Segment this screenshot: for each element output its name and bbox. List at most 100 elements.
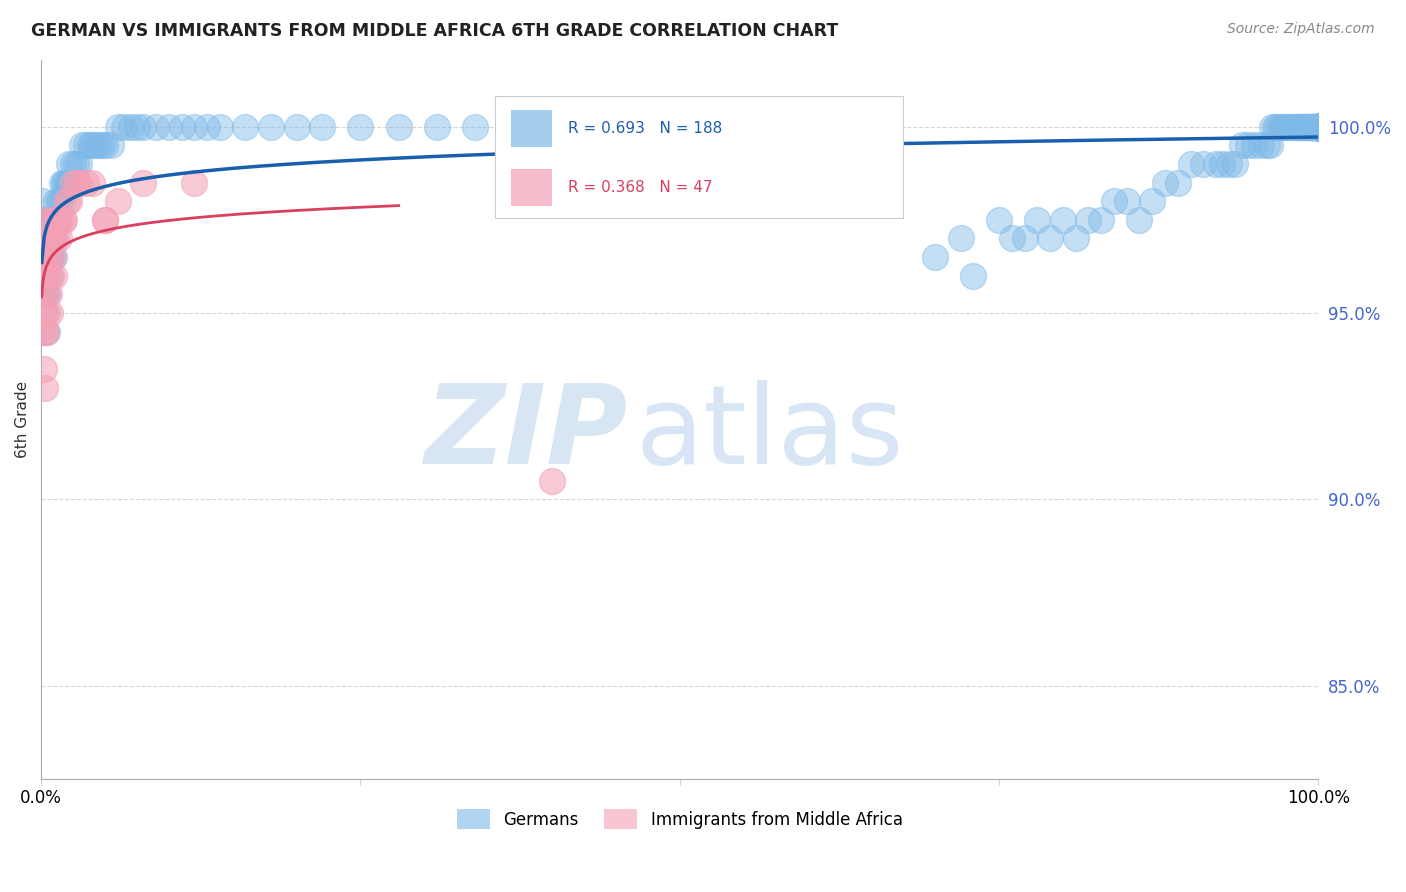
Germans — [62, 157, 84, 171]
Germans — [1295, 120, 1317, 134]
Germans — [37, 250, 59, 264]
Immigrants from Middle Africa — [42, 268, 65, 283]
Germans — [1308, 120, 1330, 134]
Germans — [39, 212, 62, 227]
Germans — [1142, 194, 1164, 209]
Germans — [1271, 120, 1294, 134]
Germans — [53, 176, 76, 190]
Germans — [170, 120, 193, 134]
Germans — [1308, 120, 1330, 134]
Germans — [1243, 138, 1265, 153]
Immigrants from Middle Africa — [44, 212, 66, 227]
Germans — [1308, 120, 1330, 134]
Germans — [65, 157, 87, 171]
Germans — [1306, 120, 1329, 134]
Immigrants from Middle Africa — [41, 250, 63, 264]
Germans — [1167, 176, 1189, 190]
Immigrants from Middle Africa — [32, 362, 55, 376]
Immigrants from Middle Africa — [62, 176, 84, 190]
Germans — [1308, 120, 1330, 134]
Germans — [34, 306, 56, 320]
Germans — [1256, 138, 1278, 153]
Germans — [1267, 120, 1289, 134]
Germans — [125, 120, 148, 134]
Immigrants from Middle Africa — [34, 250, 56, 264]
Germans — [53, 176, 76, 190]
Germans — [1230, 138, 1253, 153]
Germans — [132, 120, 155, 134]
Germans — [51, 176, 73, 190]
Germans — [311, 120, 333, 134]
Germans — [55, 176, 77, 190]
Germans — [1289, 120, 1312, 134]
Germans — [1284, 120, 1306, 134]
Germans — [1026, 212, 1049, 227]
Germans — [1308, 120, 1330, 134]
Germans — [1258, 138, 1281, 153]
Germans — [1115, 194, 1137, 209]
Germans — [37, 287, 59, 301]
Germans — [1306, 120, 1329, 134]
Immigrants from Middle Africa — [41, 268, 63, 283]
Germans — [59, 176, 82, 190]
Germans — [1308, 120, 1330, 134]
Germans — [1308, 120, 1330, 134]
Germans — [1308, 120, 1330, 134]
Germans — [1308, 120, 1330, 134]
Germans — [1308, 120, 1330, 134]
Germans — [35, 287, 58, 301]
Germans — [1303, 120, 1326, 134]
Germans — [91, 138, 114, 153]
Germans — [1305, 120, 1327, 134]
Germans — [49, 194, 72, 209]
Germans — [34, 231, 56, 245]
Immigrants from Middle Africa — [183, 176, 205, 190]
Germans — [38, 250, 60, 264]
Germans — [42, 250, 65, 264]
Germans — [44, 212, 66, 227]
Legend: Germans, Immigrants from Middle Africa: Germans, Immigrants from Middle Africa — [450, 803, 910, 835]
Germans — [1308, 120, 1330, 134]
Germans — [39, 268, 62, 283]
Germans — [195, 120, 218, 134]
Germans — [1308, 120, 1330, 134]
Germans — [1288, 120, 1310, 134]
Immigrants from Middle Africa — [49, 212, 72, 227]
Germans — [988, 212, 1011, 227]
Germans — [32, 231, 55, 245]
Germans — [1301, 120, 1323, 134]
Text: atlas: atlas — [636, 380, 904, 487]
Germans — [1250, 138, 1272, 153]
Immigrants from Middle Africa — [42, 231, 65, 245]
Germans — [1308, 120, 1330, 134]
Germans — [31, 250, 53, 264]
Germans — [1308, 120, 1330, 134]
Germans — [35, 268, 58, 283]
Immigrants from Middle Africa — [34, 287, 56, 301]
Germans — [1308, 120, 1330, 134]
Germans — [31, 194, 53, 209]
Germans — [1308, 120, 1330, 134]
Germans — [67, 157, 90, 171]
Germans — [35, 212, 58, 227]
Germans — [1308, 120, 1330, 134]
Immigrants from Middle Africa — [31, 287, 53, 301]
Germans — [45, 194, 67, 209]
Germans — [41, 212, 63, 227]
Germans — [208, 120, 231, 134]
Immigrants from Middle Africa — [66, 176, 89, 190]
Germans — [41, 250, 63, 264]
Germans — [83, 138, 105, 153]
Germans — [79, 138, 101, 153]
Germans — [1218, 157, 1240, 171]
Immigrants from Middle Africa — [132, 176, 155, 190]
Immigrants from Middle Africa — [31, 250, 53, 264]
Germans — [87, 138, 110, 153]
Germans — [1014, 231, 1036, 245]
Germans — [34, 250, 56, 264]
Germans — [1308, 120, 1330, 134]
Germans — [1308, 120, 1330, 134]
Germans — [32, 268, 55, 283]
Text: ZIP: ZIP — [425, 380, 628, 487]
Germans — [1277, 120, 1299, 134]
